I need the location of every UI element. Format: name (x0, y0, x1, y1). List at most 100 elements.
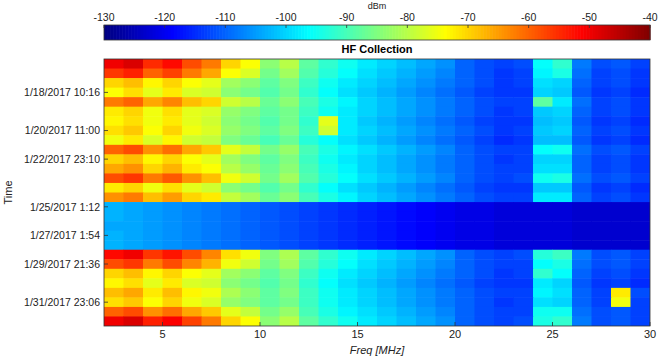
heatmap-cell (533, 307, 553, 317)
heatmap-cell (358, 135, 378, 145)
heatmap-cell (163, 154, 183, 164)
heatmap-cell (202, 307, 222, 317)
heatmap-cell (319, 231, 339, 241)
heatmap-cell (514, 307, 534, 317)
heatmap-cell (143, 212, 163, 222)
heatmap-cell (494, 240, 514, 250)
heatmap-cell (377, 250, 397, 260)
heatmap-cell (143, 259, 163, 269)
heatmap-cell (202, 212, 222, 222)
heatmap-cell (514, 183, 534, 193)
heatmap-cell (475, 231, 495, 241)
heatmap-cell (611, 288, 631, 298)
heatmap-cell (319, 164, 339, 174)
heatmap-cell (182, 288, 202, 298)
heatmap-cell (475, 107, 495, 117)
heatmap-cell (611, 193, 631, 203)
heatmap-cell (163, 59, 183, 69)
heatmap-cell (377, 88, 397, 98)
heatmap-cell (494, 278, 514, 288)
heatmap-cell (631, 288, 651, 298)
heatmap-cell (221, 240, 241, 250)
heatmap-cell (163, 269, 183, 279)
heatmap-cell (163, 145, 183, 155)
y-tick (104, 159, 108, 160)
heatmap-cell (358, 154, 378, 164)
heatmap-cell (592, 240, 612, 250)
heatmap-cell (319, 145, 339, 155)
heatmap-cell (124, 269, 144, 279)
heatmap-cell (514, 240, 534, 250)
heatmap-cell (631, 69, 651, 79)
heatmap-cell (494, 250, 514, 260)
heatmap-cell (280, 183, 300, 193)
heatmap-cell (592, 173, 612, 183)
heatmap-cell (533, 154, 553, 164)
heatmap-cell (163, 193, 183, 203)
heatmap-cell (475, 145, 495, 155)
heatmap-cell (124, 221, 144, 231)
heatmap-cell (494, 259, 514, 269)
heatmap-cell (553, 135, 573, 145)
heatmap-cell (182, 78, 202, 88)
heatmap-cell (572, 88, 592, 98)
heatmap-cell (104, 250, 124, 260)
heatmap-cell (533, 269, 553, 279)
heatmap-cell (377, 59, 397, 69)
heatmap-cell (319, 278, 339, 288)
heatmap-cell (163, 107, 183, 117)
heatmap-cell (436, 69, 456, 79)
colorbar-tick (650, 25, 651, 28)
heatmap-cell (104, 78, 124, 88)
heatmap-cell (104, 69, 124, 79)
heatmap-cell (416, 126, 436, 136)
heatmap-cell (572, 221, 592, 231)
heatmap-cell (338, 221, 358, 231)
heatmap-cell (143, 126, 163, 136)
heatmap-cell (163, 231, 183, 241)
heatmap-cell (397, 278, 417, 288)
heatmap-cell (592, 78, 612, 88)
heatmap-cell (260, 173, 280, 183)
heatmap-cell (455, 145, 475, 155)
heatmap-cell (397, 88, 417, 98)
heatmap-cell (455, 231, 475, 241)
colorbar-tick (225, 25, 226, 28)
heatmap-cell (533, 126, 553, 136)
heatmap-cell (260, 126, 280, 136)
heatmap-cell (533, 250, 553, 260)
heatmap-cell (514, 250, 534, 260)
heatmap-cell (202, 288, 222, 298)
heatmap-cell (104, 212, 124, 222)
heatmap-cell (475, 193, 495, 203)
x-tick-label: 20 (449, 328, 461, 340)
heatmap-cell (182, 88, 202, 98)
heatmap-cell (241, 154, 261, 164)
heatmap-cell (280, 259, 300, 269)
heatmap-cell (143, 154, 163, 164)
colorbar-tick (346, 25, 347, 28)
heatmap-cell (572, 173, 592, 183)
heatmap-cell (338, 126, 358, 136)
heatmap-cell (221, 231, 241, 241)
heatmap-cell (260, 316, 280, 326)
heatmap-cell (592, 269, 612, 279)
heatmap-cell (455, 250, 475, 260)
heatmap-cell (260, 202, 280, 212)
heatmap-cell (416, 269, 436, 279)
heatmap-cell (241, 59, 261, 69)
heatmap-cell (319, 288, 339, 298)
heatmap-cell (241, 97, 261, 107)
heatmap-cell (416, 97, 436, 107)
heatmap-cell (182, 107, 202, 117)
heatmap-cell (182, 259, 202, 269)
heatmap-cell (455, 288, 475, 298)
heatmap-cell (572, 202, 592, 212)
heatmap-cell (358, 231, 378, 241)
heatmap-cell (280, 297, 300, 307)
heatmap-cell (202, 259, 222, 269)
heatmap-cell (358, 316, 378, 326)
heatmap-cell (338, 250, 358, 260)
heatmap-cell (241, 116, 261, 126)
heatmap-cell (572, 154, 592, 164)
